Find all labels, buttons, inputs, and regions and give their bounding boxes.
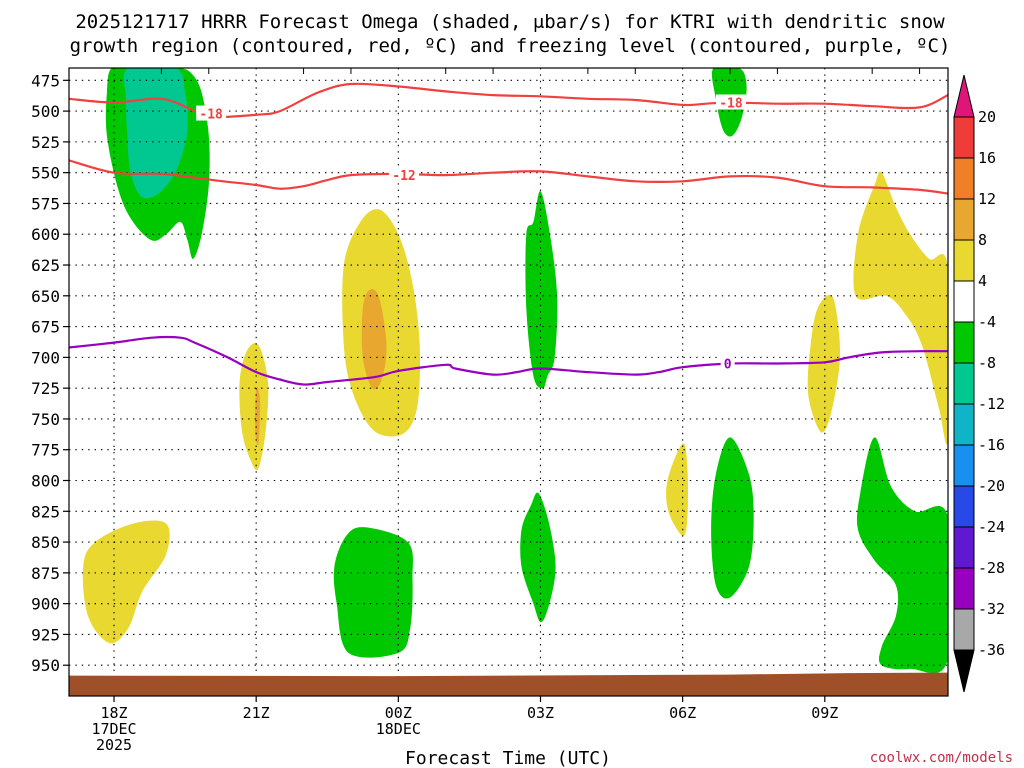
colorbar-label: -12 <box>978 395 1005 413</box>
pressure-axis: 475 500 525 550 575 600 625 650 675 700 725 750 775 8… <box>31 71 69 675</box>
x-tick-label: 06Z <box>669 704 696 722</box>
colorbar-label: 16 <box>978 149 996 167</box>
y-tick-label: 525 <box>31 133 60 152</box>
colorbar-swatch <box>954 445 974 486</box>
y-tick-label: 575 <box>31 194 60 213</box>
colorbar-top-arrow <box>953 74 975 118</box>
colorbar-label: 20 <box>978 108 996 126</box>
contour-label-bg <box>720 355 735 371</box>
contour-label: -18 <box>719 96 743 111</box>
plot-frame <box>68 67 949 697</box>
omega-region-lift-00z-low <box>333 527 413 658</box>
x-axis-label: Forecast Time (UTC) <box>405 748 611 768</box>
y-tick-label: 725 <box>31 379 60 398</box>
y-tick-label: 700 <box>31 348 60 367</box>
y-tick-label: 500 <box>31 102 60 121</box>
y-tick-label: 950 <box>31 656 60 675</box>
colorbar-label: -32 <box>978 600 1005 618</box>
colorbar-label: 12 <box>978 190 996 208</box>
x-tick-label: 18Z <box>100 704 127 722</box>
dgz-contour-minus12 <box>69 159 948 195</box>
y-tick-label: 650 <box>31 287 60 306</box>
x-tick-label: 03Z <box>527 704 554 722</box>
colorbar-label: -24 <box>978 518 1005 536</box>
omega-region-lift-03z-mid <box>525 190 558 389</box>
y-tick-label: 775 <box>31 441 60 460</box>
colorbar-label: -36 <box>978 641 1005 659</box>
x-tick-label: 00Z <box>385 704 412 722</box>
credit-text: coolwx.com/models <box>870 750 1013 766</box>
title-line-2: growth region (contoured, red, ºC) and f… <box>70 35 951 57</box>
colorbar-label: -20 <box>978 477 1005 495</box>
colorbar-label: 4 <box>978 272 987 290</box>
x-tick-label: 21Z <box>243 704 270 722</box>
colorbar-label: 8 <box>978 231 987 249</box>
colorbar-bottom-arrow <box>953 649 975 693</box>
omega-region-lift-07z-low <box>711 437 754 599</box>
y-tick-label: 825 <box>31 502 60 521</box>
omega-region-sink-18z-low <box>82 520 170 644</box>
colorbar-swatch <box>954 527 974 568</box>
colorbar-label: -28 <box>978 559 1005 577</box>
contour-label-bg <box>715 94 746 110</box>
omega-region-sink-10z-upper <box>853 171 948 445</box>
colorbar-swatch <box>954 322 974 363</box>
terrain-fill <box>69 672 948 696</box>
x-tick-label: 09Z <box>811 704 838 722</box>
freezing-level-contour <box>69 335 948 386</box>
x-tick-label: 17DEC <box>91 720 136 738</box>
y-tick-label: 850 <box>31 533 60 552</box>
omega-region-sink-23z-core <box>361 288 387 390</box>
terrain-surface <box>69 672 948 696</box>
x-tick-label: 2025 <box>96 736 132 754</box>
colorbar-swatch <box>954 281 974 322</box>
omega-region-sink-0530z <box>666 443 688 536</box>
colorbar-swatch <box>954 158 974 199</box>
contour-label-bg <box>389 167 420 183</box>
y-tick-label: 675 <box>31 318 60 337</box>
colorbar-swatch <box>954 117 974 158</box>
temperature-contours: -18 -18 -12 0 <box>69 82 948 386</box>
omega-region-lift-03z-low <box>520 492 556 623</box>
y-tick-label: 625 <box>31 256 60 275</box>
colorbar-label: -4 <box>978 313 996 331</box>
contour-label: -18 <box>199 108 223 123</box>
colorbar-swatch <box>954 240 974 281</box>
contour-label: 0 <box>724 358 732 373</box>
omega-region-sink-0830z <box>807 294 841 433</box>
colorbar-swatch <box>954 199 974 240</box>
omega-region-lift-10z-low <box>856 437 948 674</box>
colorbar-swatch <box>954 568 974 609</box>
x-tick-label: 18DEC <box>376 720 421 738</box>
y-tick-label: 475 <box>31 71 60 90</box>
title-line-1: 2025121717 HRRR Forecast Omega (shaded, … <box>75 11 945 33</box>
colorbar-swatch <box>954 404 974 445</box>
colorbar-label: -16 <box>978 436 1005 454</box>
y-tick-label: 800 <box>31 472 60 491</box>
omega-colorbar: 20 16 12 8 4 -4 -8 -12 -16 -20 -24 -28 -32 -36 <box>953 74 1005 693</box>
colorbar-label: -8 <box>978 354 996 372</box>
y-tick-label: 900 <box>31 595 60 614</box>
figure-title: 2025121717 HRRR Forecast Omega (shaded, … <box>70 11 951 57</box>
contour-label-bg <box>196 105 227 121</box>
colorbar-swatch <box>954 363 974 404</box>
y-tick-label: 550 <box>31 164 60 183</box>
y-tick-label: 600 <box>31 225 60 244</box>
colorbar-swatch <box>954 609 974 650</box>
omega-shading <box>82 68 948 674</box>
y-tick-label: 875 <box>31 564 60 583</box>
y-tick-label: 750 <box>31 410 60 429</box>
omega-region-sink-20z <box>239 342 269 471</box>
contour-label: -12 <box>392 169 415 184</box>
y-tick-label: 925 <box>31 625 60 644</box>
colorbar-swatch <box>954 486 974 527</box>
